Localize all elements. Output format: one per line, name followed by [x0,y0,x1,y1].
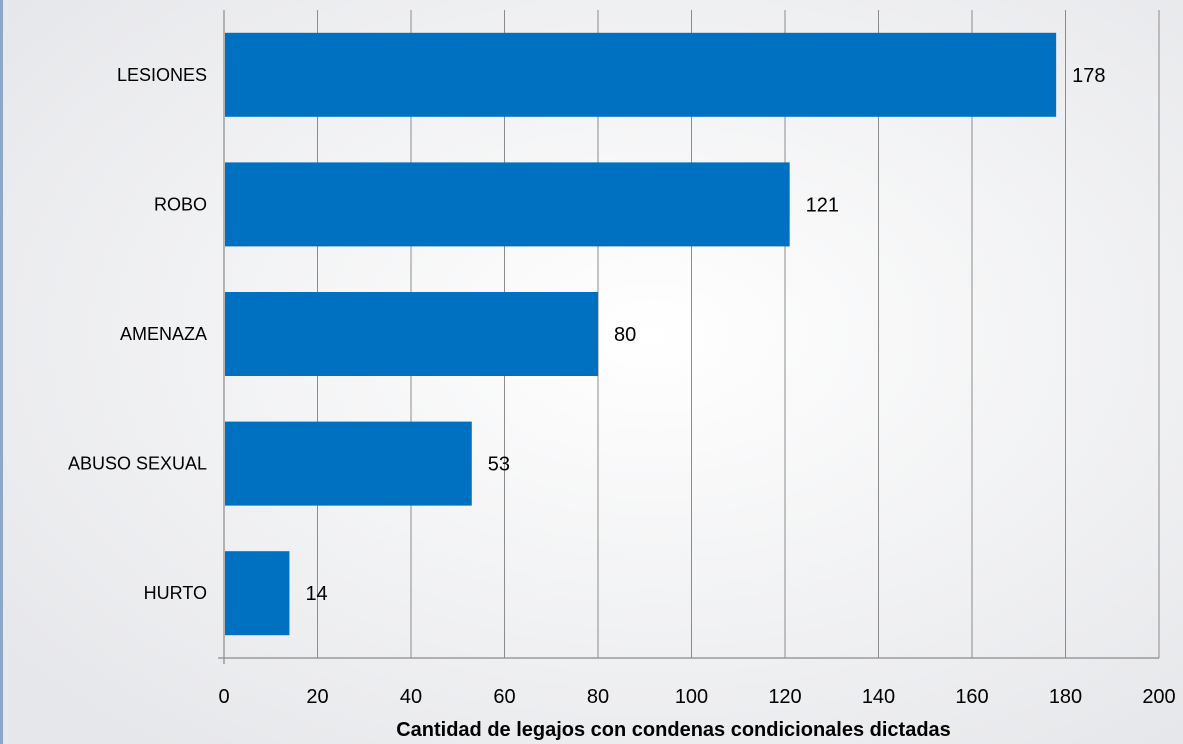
bar [225,421,472,506]
category-labels: LESIONES ROBO AMENAZA ABUSO SEXUAL HURTO [68,65,207,603]
bar [225,162,790,247]
x-tick-label: 80 [587,686,609,708]
x-tick-label: 0 [218,686,229,708]
category-label: AMENAZA [120,324,207,344]
x-axis-title: Cantidad de legajos con condenas condici… [396,719,951,741]
category-label: HURTO [144,583,207,603]
value-label: 53 [488,454,510,476]
x-tick-label: 200 [1142,686,1175,708]
x-tick-labels: 0 20 40 60 80 100 120 140 160 180 200 [218,686,1175,708]
value-label: 80 [614,324,636,346]
category-label: LESIONES [117,65,207,85]
bar [225,32,1057,117]
x-tick-label: 160 [955,686,988,708]
bar-chart: LESIONES ROBO AMENAZA ABUSO SEXUAL HURTO 178… [3,0,1183,744]
bars [225,32,1057,636]
x-tick-label: 100 [675,686,708,708]
x-tick-label: 60 [493,686,515,708]
bar [225,292,598,376]
value-labels: 178 121 80 53 14 [305,65,1105,605]
value-label: 121 [806,194,839,216]
x-tick-label: 180 [1049,686,1082,708]
value-label: 14 [305,583,327,605]
x-tick-label: 20 [306,686,328,708]
x-tick-label: 40 [400,686,422,708]
category-label: ABUSO SEXUAL [68,454,207,474]
x-tick-label: 140 [862,686,895,708]
value-label: 178 [1072,65,1105,87]
x-tick-label: 120 [768,686,801,708]
category-label: ROBO [154,194,207,214]
bar [225,551,290,636]
